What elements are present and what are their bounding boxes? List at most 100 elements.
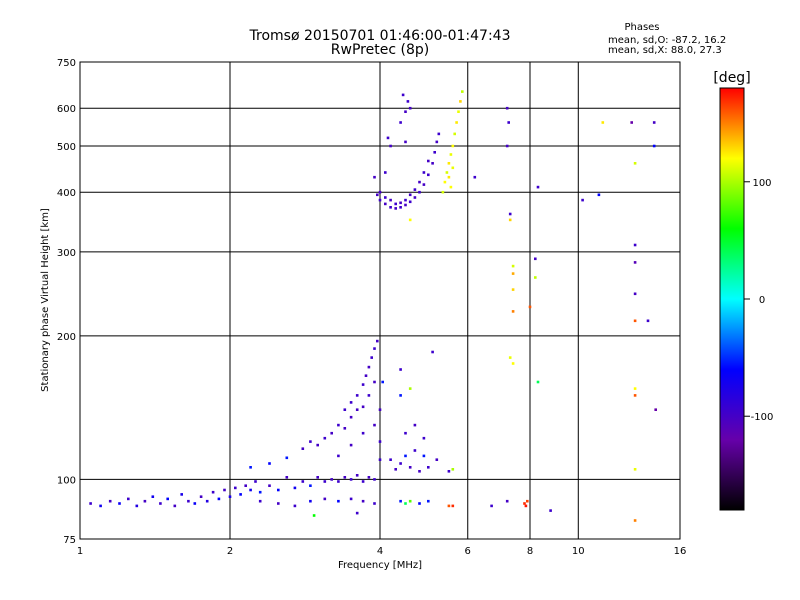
- chart-subtitle: RwPretec (8p): [331, 42, 429, 58]
- data-point: [455, 121, 458, 124]
- data-point: [205, 499, 209, 503]
- data-point: [378, 408, 382, 411]
- data-point: [422, 171, 426, 174]
- data-point: [378, 190, 382, 194]
- data-point: [654, 408, 657, 411]
- x-tick-label: 2: [227, 546, 233, 557]
- data-point: [234, 486, 237, 490]
- x-tick-label: 1: [77, 546, 83, 557]
- data-point: [367, 394, 371, 397]
- data-point: [399, 206, 402, 209]
- data-point: [597, 193, 601, 197]
- data-point: [507, 121, 510, 124]
- data-point: [394, 207, 397, 210]
- data-point: [453, 132, 456, 136]
- data-point: [199, 495, 203, 498]
- data-point: [330, 478, 333, 481]
- data-point: [505, 106, 509, 110]
- data-point: [445, 171, 449, 174]
- data-point: [422, 436, 426, 440]
- data-point: [451, 468, 455, 471]
- data-point: [118, 502, 121, 505]
- data-points: [89, 90, 657, 522]
- data-point: [151, 495, 155, 498]
- data-point: [431, 162, 434, 165]
- data-point: [349, 478, 353, 481]
- x-tick-label: 16: [674, 546, 687, 557]
- data-point: [301, 480, 305, 483]
- data-point: [408, 218, 412, 222]
- data-point: [443, 180, 447, 184]
- data-point: [323, 480, 327, 483]
- data-point: [355, 394, 359, 397]
- data-point: [373, 423, 376, 427]
- data-point: [378, 198, 382, 202]
- data-point: [355, 408, 359, 411]
- data-point: [373, 380, 376, 384]
- data-point: [166, 497, 169, 501]
- data-point: [127, 497, 130, 501]
- data-point: [399, 368, 402, 371]
- y-tick-label: 400: [57, 188, 76, 199]
- data-point: [309, 440, 312, 443]
- data-point: [367, 476, 371, 479]
- data-point: [601, 121, 605, 124]
- y-axis-label: Stationary phase Virtual Height [km]: [40, 208, 51, 392]
- data-point: [528, 305, 532, 309]
- data-point: [180, 493, 183, 496]
- data-point: [408, 499, 412, 503]
- data-point: [135, 504, 139, 508]
- data-point: [633, 261, 637, 264]
- data-point: [193, 502, 197, 505]
- data-point: [277, 488, 280, 492]
- phases-mean-o: mean, sd,O: -87.2, 16.2: [608, 35, 726, 46]
- data-point: [217, 497, 221, 501]
- data-point: [524, 504, 528, 508]
- data-point: [534, 276, 537, 279]
- grid: [80, 62, 680, 539]
- data-point: [447, 470, 451, 473]
- data-point: [447, 175, 451, 179]
- data-point: [447, 504, 451, 508]
- data-point: [373, 175, 376, 179]
- data-point: [293, 486, 297, 490]
- data-point: [633, 292, 637, 296]
- data-point: [511, 264, 515, 268]
- data-point: [373, 478, 376, 481]
- data-point: [337, 423, 340, 427]
- data-point: [511, 288, 515, 291]
- data-point: [384, 196, 387, 199]
- data-point: [418, 190, 421, 194]
- data-point: [457, 110, 460, 113]
- data-point: [451, 144, 455, 148]
- data-point: [418, 180, 421, 184]
- data-point: [630, 121, 633, 124]
- data-point: [381, 380, 384, 384]
- data-point: [406, 100, 410, 103]
- data-point: [413, 449, 417, 452]
- plot-frame: [79, 61, 681, 540]
- data-point: [384, 202, 387, 206]
- data-point: [549, 509, 552, 512]
- data-point: [404, 198, 407, 202]
- data-point: [408, 466, 412, 469]
- data-point: [349, 415, 353, 419]
- data-point: [404, 110, 407, 113]
- data-point: [173, 504, 177, 508]
- data-point: [355, 511, 359, 515]
- data-point: [373, 502, 376, 505]
- data-point: [337, 499, 340, 503]
- data-point: [244, 484, 247, 487]
- data-point: [361, 480, 365, 483]
- data-point: [309, 499, 312, 503]
- data-point: [418, 502, 421, 505]
- data-point: [534, 257, 537, 261]
- y-axis: 75 100 200 300 400 500 600 750: [57, 58, 76, 546]
- data-point: [389, 206, 392, 209]
- y-tick-label: 200: [57, 332, 76, 343]
- data-point: [389, 198, 392, 202]
- data-point: [427, 466, 430, 469]
- data-point: [364, 374, 368, 377]
- data-point: [461, 90, 464, 93]
- data-point: [459, 100, 462, 103]
